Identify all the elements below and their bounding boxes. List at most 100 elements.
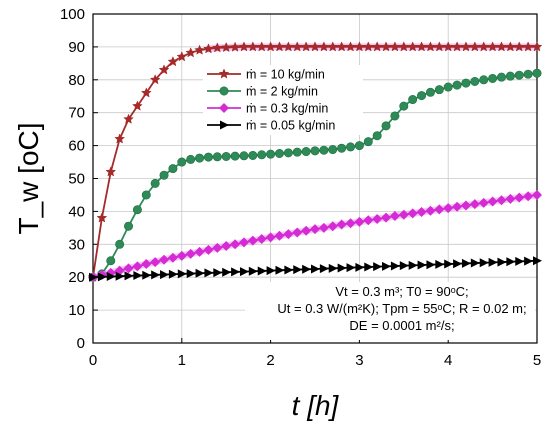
data-point [497,257,507,267]
data-point [186,154,196,164]
data-point [364,262,374,272]
data-point [318,222,329,233]
data-point [363,137,373,147]
data-point [469,199,480,210]
data-point [389,41,401,52]
data-point [185,248,196,259]
data-point [221,240,232,251]
data-point [204,268,214,278]
data-point [230,151,240,161]
data-point [354,41,365,52]
data-point [123,263,134,274]
data-point [382,261,392,271]
data-point [487,196,498,207]
data-point [141,259,152,270]
x-axis-label: t [h] [292,390,340,421]
x-tick-label: 2 [266,352,274,369]
data-point [337,143,347,153]
data-point [194,44,205,55]
data-point [300,41,312,52]
data-point [167,56,179,67]
data-point [213,268,223,278]
data-point [105,166,117,177]
data-point [389,211,400,222]
data-point [266,149,276,159]
data-point [248,150,258,160]
data-point [302,264,312,274]
data-point [221,151,231,161]
data-point [123,113,134,124]
data-point [292,147,302,157]
data-point [159,170,169,180]
data-point [470,76,480,86]
data-point [426,260,436,270]
data-point [479,75,489,85]
data-point [266,266,276,276]
data-point [425,87,435,97]
data-point [398,41,410,52]
data-point [434,85,444,95]
data-point [372,131,382,141]
legend-entry-label: ṁ = 2 kg/min [246,85,318,99]
data-point [505,193,516,204]
data-point [230,239,241,250]
series-2 [88,189,542,283]
data-point [390,261,400,271]
annotation-box: Vt = 0.3 m³; T0 = 90ᵒC; Ut = 0.3 W/(m²K);… [245,282,535,340]
data-point [274,41,285,52]
data-point [407,208,418,219]
data-point [212,152,222,162]
data-point [132,205,142,215]
data-point [195,268,205,278]
annotation-background [245,282,535,340]
data-point [478,41,490,52]
data-point [504,41,516,52]
data-point [283,229,294,240]
data-point [336,219,347,230]
y-tick-label: 100 [60,6,85,23]
data-point [106,256,116,266]
data-point [453,259,463,269]
y-tick-label: 40 [68,203,85,220]
y-tick-label: 20 [68,269,85,286]
data-point [185,47,197,58]
data-point [380,41,392,52]
data-point [265,232,276,243]
data-point [291,41,303,52]
data-point [506,257,516,267]
data-point [425,205,436,216]
data-point [203,152,213,162]
data-point [265,41,276,52]
data-point [176,250,187,261]
series-0 [87,41,543,282]
data-point [176,51,188,62]
data-point [186,269,196,279]
data-point [229,41,241,52]
annotation-line: DE = 0.0001 m²/s; [349,318,454,333]
data-point [479,258,489,268]
y-tick-label: 90 [68,39,85,56]
data-point [531,41,543,52]
x-tick-label: 1 [178,352,186,369]
annotation-line: Vt = 0.3 m³; T0 = 90ᵒC; [335,284,468,299]
data-point [373,262,383,272]
data-point [371,41,383,52]
data-point [345,41,356,52]
legend-entry-label: ṁ = 10 kg/min [246,68,325,82]
data-point [96,212,108,223]
data-point [355,262,365,272]
data-point [533,256,542,266]
series-3 [89,256,542,282]
data-point [532,68,542,78]
data-point [478,197,489,208]
legend-background [203,65,363,135]
data-point [203,43,214,54]
data-point [408,95,418,105]
y-tick-label: 50 [68,171,85,188]
data-point [257,150,267,160]
data-point [522,41,534,52]
data-point [293,265,303,275]
data-point [425,41,436,52]
data-point [159,254,170,265]
data-point [461,258,471,268]
